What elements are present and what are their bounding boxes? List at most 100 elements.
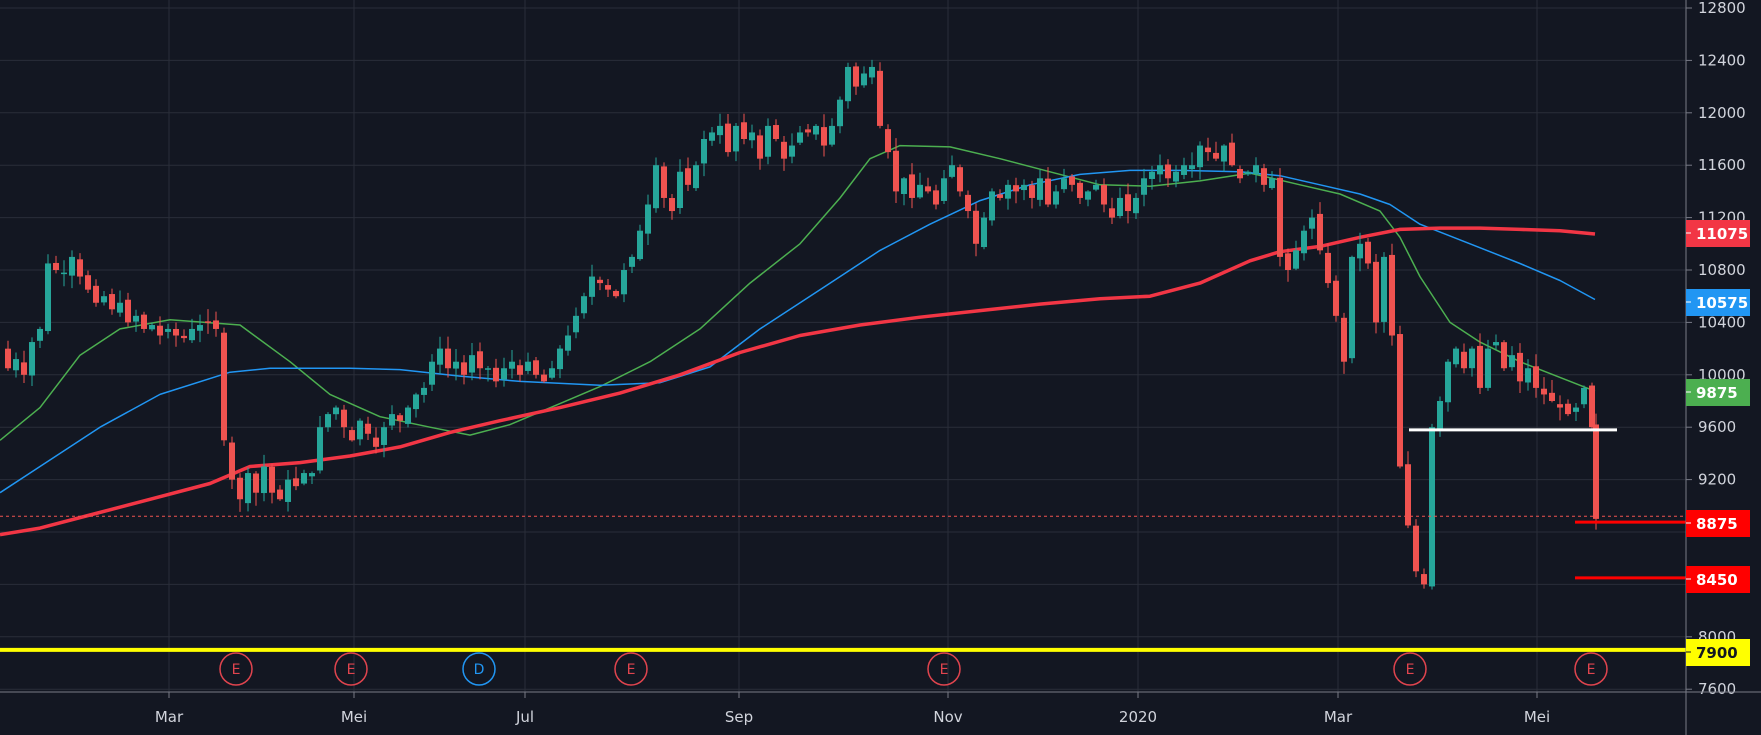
candle[interactable] — [1053, 185, 1059, 209]
candle[interactable] — [1037, 169, 1043, 207]
candle[interactable] — [45, 254, 51, 335]
candle[interactable] — [1413, 519, 1419, 578]
candle[interactable] — [1357, 232, 1363, 272]
candle[interactable] — [605, 279, 611, 297]
candle[interactable] — [1389, 243, 1395, 346]
candle[interactable] — [69, 250, 75, 289]
candle[interactable] — [1325, 243, 1331, 288]
candle[interactable] — [733, 123, 739, 162]
candle[interactable] — [1589, 382, 1595, 430]
candle[interactable] — [317, 415, 323, 474]
candle[interactable] — [1013, 177, 1019, 204]
candle[interactable] — [493, 358, 499, 388]
candle[interactable] — [245, 467, 251, 512]
candle[interactable] — [389, 405, 395, 430]
candle[interactable] — [1253, 157, 1259, 183]
candle[interactable] — [109, 288, 115, 315]
candle[interactable] — [469, 343, 475, 381]
candle[interactable] — [677, 159, 683, 214]
candle[interactable] — [429, 354, 435, 391]
candle[interactable] — [373, 427, 379, 454]
candle[interactable] — [1045, 167, 1051, 208]
candle[interactable] — [773, 119, 779, 142]
candle[interactable] — [837, 96, 843, 134]
candle[interactable] — [573, 307, 579, 339]
candle[interactable] — [29, 337, 35, 387]
event-marker-E[interactable]: E — [1393, 652, 1427, 686]
candle[interactable] — [53, 255, 59, 274]
candle[interactable] — [37, 326, 43, 349]
candle[interactable] — [1349, 255, 1355, 364]
candle[interactable] — [1085, 190, 1091, 207]
candle[interactable] — [653, 157, 659, 213]
candle[interactable] — [1077, 180, 1083, 204]
candle[interactable] — [133, 309, 139, 332]
candle[interactable] — [981, 212, 987, 250]
candle[interactable] — [1149, 165, 1155, 190]
candle[interactable] — [1557, 395, 1563, 421]
candle[interactable] — [693, 161, 699, 191]
candle[interactable] — [1213, 141, 1219, 162]
candle[interactable] — [1237, 165, 1243, 184]
candle[interactable] — [669, 193, 675, 220]
candle[interactable] — [1229, 133, 1235, 167]
candle[interactable] — [1189, 152, 1195, 178]
candle[interactable] — [1125, 183, 1131, 224]
candle[interactable] — [661, 162, 667, 208]
candle[interactable] — [1269, 171, 1275, 190]
candle[interactable] — [293, 466, 299, 491]
candle[interactable] — [869, 59, 875, 85]
candle[interactable] — [205, 309, 211, 334]
candle[interactable] — [301, 469, 307, 486]
horizontal-lines[interactable] — [0, 428, 1686, 652]
candle[interactable] — [1029, 180, 1035, 209]
candle[interactable] — [1501, 340, 1507, 372]
candle[interactable] — [1157, 154, 1163, 183]
candle[interactable] — [957, 164, 963, 197]
candle[interactable] — [325, 412, 331, 432]
candle[interactable] — [117, 290, 123, 317]
candle[interactable] — [933, 184, 939, 210]
candle[interactable] — [1333, 275, 1339, 322]
candle[interactable] — [397, 412, 403, 433]
candle[interactable] — [1421, 568, 1427, 589]
candle[interactable] — [1061, 168, 1067, 193]
candle[interactable] — [789, 133, 795, 164]
candle[interactable] — [229, 436, 235, 489]
candle[interactable] — [501, 357, 507, 387]
candle[interactable] — [821, 114, 827, 157]
candle[interactable] — [357, 418, 363, 446]
event-marker-E[interactable]: E — [927, 652, 961, 686]
candle[interactable] — [1093, 179, 1099, 192]
candle[interactable] — [1181, 157, 1187, 180]
candle[interactable] — [1261, 163, 1267, 192]
candle[interactable] — [1593, 413, 1599, 530]
candle[interactable] — [1165, 159, 1171, 188]
candle[interactable] — [1581, 385, 1587, 409]
event-marker-E[interactable]: E — [614, 652, 648, 686]
candle[interactable] — [589, 264, 595, 305]
candle[interactable] — [509, 349, 515, 379]
candlestick-series[interactable] — [5, 59, 1599, 590]
candle[interactable] — [1365, 237, 1371, 269]
candle[interactable] — [829, 118, 835, 147]
candle[interactable] — [1277, 168, 1283, 267]
candle[interactable] — [1285, 248, 1291, 282]
candle[interactable] — [141, 311, 147, 333]
candle[interactable] — [1517, 343, 1523, 393]
candle[interactable] — [173, 322, 179, 347]
candle[interactable] — [277, 485, 283, 501]
candle[interactable] — [1021, 179, 1027, 201]
candle[interactable] — [989, 188, 995, 226]
candle[interactable] — [941, 169, 947, 204]
candle[interactable] — [1541, 377, 1547, 405]
candle[interactable] — [21, 350, 27, 384]
candle[interactable] — [1141, 168, 1147, 207]
candle[interactable] — [517, 359, 523, 382]
candle[interactable] — [1341, 312, 1347, 374]
candle[interactable] — [861, 66, 867, 88]
candle[interactable] — [1493, 334, 1499, 350]
candle[interactable] — [1533, 354, 1539, 398]
